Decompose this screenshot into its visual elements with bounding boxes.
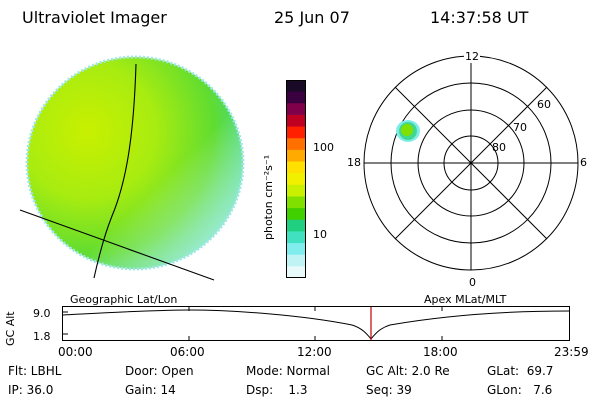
colorbar-tick-100: 100 [313,141,334,154]
colorbar-band [286,243,306,256]
colorbar-band [286,149,306,163]
mlat-label-70: 70 [513,121,527,134]
info-glon: GLon: 7.6 [487,383,553,397]
timeline-ticks [63,307,443,340]
altitude-curve [62,309,570,340]
info-glat: GLat: 69.7 [487,364,554,378]
colorbar-band [286,219,306,233]
colorbar-band [286,138,306,151]
colorbar-band [286,161,306,174]
observation-date: 25 Jun 07 [274,8,350,27]
info-filter: Flt: LBHL [8,364,62,378]
colorbar-band [286,254,306,267]
colorbar-band [286,184,306,198]
timeline-ytick-low: 1.8 [33,330,51,343]
polar-diag-2 [394,86,548,240]
geographic-meridian-line [93,63,137,279]
color-scale-bar [286,80,306,278]
info-dsp: Dsp: 1.3 [246,383,308,397]
timeline-ylabel: GC Alt [4,311,17,346]
colorbar-band [286,196,306,209]
altitude-timeline [62,306,570,341]
colorbar-band [286,266,306,278]
auroral-emission-blob [396,120,420,142]
colorbar-unit-label: photon cm⁻²s⁻¹ [262,154,275,240]
observation-time: 14:37:58 UT [430,8,529,27]
apex-polar-plot [363,55,579,271]
timeline-xtick-1800: 18:00 [423,345,458,359]
info-gc-alt: GC Alt: 2.0 Re [366,364,450,378]
info-gain: Gain: 14 [125,383,176,397]
timeline-xtick-0000: 00:00 [58,345,93,359]
timeline-xtick-0600: 06:00 [170,345,205,359]
info-mode: Mode: Normal [246,364,330,378]
mlt-label-6: 6 [579,156,588,169]
timeline-xtick-1200: 12:00 [297,345,332,359]
colorbar-frame [286,80,306,278]
mlt-label-12: 12 [464,50,480,63]
apex-label: Apex MLat/MLT [424,293,507,306]
colorbar-tick-10: 10 [313,228,327,241]
geographic-parallel-line [19,209,215,281]
colorbar-band [286,103,306,116]
colorbar-band [286,173,306,186]
info-seq: Seq: 39 [366,383,412,397]
colorbar-band [286,114,306,128]
info-ip: IP: 36.0 [8,383,54,397]
geographic-label: Geographic Lat/Lon [70,293,178,306]
info-door: Door: Open [125,364,194,378]
mlt-label-18: 18 [346,156,362,169]
colorbar-band [286,126,306,139]
mlat-label-60: 60 [537,98,551,111]
colorbar-band [286,80,306,93]
timeline-xtick-2359: 23:59 [554,345,589,359]
uv-image-disk [19,55,245,281]
mlt-label-0: 0 [468,276,477,289]
instrument-title: Ultraviolet Imager [22,8,167,27]
timeline-frame [62,306,570,341]
colorbar-band [286,231,306,244]
timeline-ytick-high: 9.0 [33,307,51,320]
mlat-label-80: 80 [492,141,506,154]
colorbar-band [286,91,306,104]
colorbar-band [286,208,306,221]
